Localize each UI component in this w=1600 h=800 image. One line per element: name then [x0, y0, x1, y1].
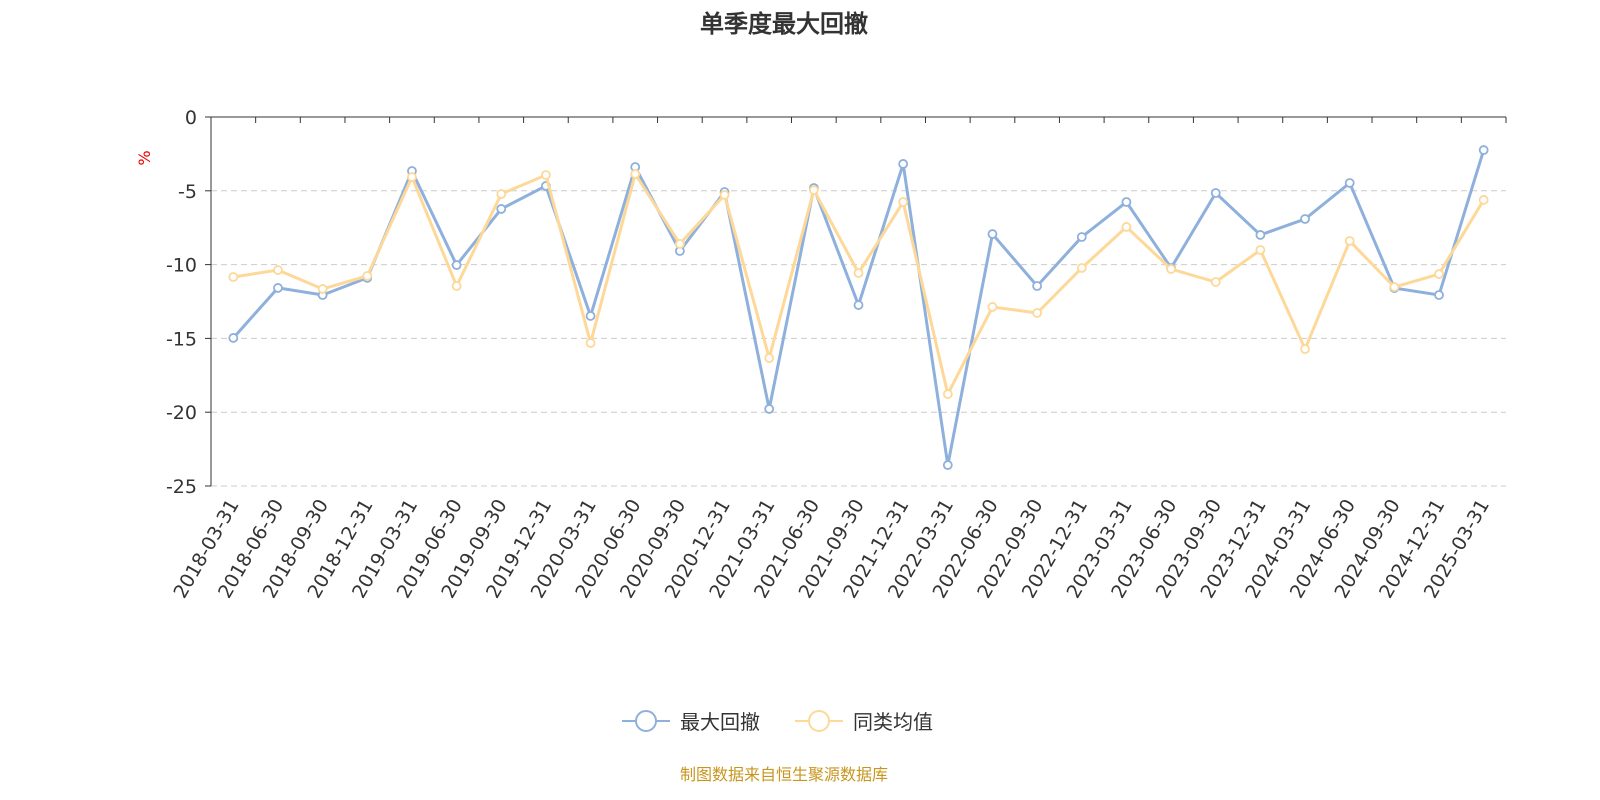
legend-marker-icon [808, 710, 830, 732]
chart-title: 单季度最大回撤 [700, 10, 868, 38]
data-point [1434, 290, 1444, 300]
data-point [1434, 269, 1444, 279]
data-point [1344, 178, 1355, 188]
data-point [1032, 308, 1043, 318]
legend-marker-icon [635, 710, 657, 732]
data-point [674, 239, 685, 249]
data-point [1076, 232, 1087, 242]
data-point [1478, 145, 1489, 155]
data-point [228, 333, 239, 343]
data-point [808, 185, 819, 195]
data-point [942, 389, 953, 399]
data-point [407, 172, 417, 182]
data-point [1389, 282, 1400, 292]
data-point [317, 284, 328, 294]
data-point [541, 170, 551, 180]
data-point [630, 169, 641, 179]
data-point [585, 338, 596, 348]
data-point [1344, 236, 1355, 246]
legend-label: 同类均值 [853, 710, 933, 734]
data-point [853, 268, 864, 278]
series-peer-average [228, 169, 1489, 399]
data-point [1210, 277, 1221, 287]
data-point [1166, 264, 1176, 274]
data-point [987, 302, 998, 312]
data-point [764, 404, 775, 414]
y-tick-label: -15 [166, 328, 197, 350]
data-point [1076, 263, 1087, 273]
data-point [1300, 214, 1310, 224]
y-tick-label: -25 [166, 476, 197, 498]
y-tick-label: 0 [185, 107, 197, 129]
data-point [451, 260, 462, 270]
y-tick-label: -20 [166, 402, 197, 424]
data-point [585, 311, 596, 321]
y-tick-label: -5 [178, 181, 197, 203]
data-point [496, 189, 507, 199]
data-point [1478, 195, 1489, 205]
data-point [1300, 344, 1310, 354]
data-point [1210, 188, 1221, 198]
data-point [1121, 222, 1132, 232]
data-point [987, 229, 998, 239]
data-point [496, 204, 507, 214]
data-point [898, 197, 909, 207]
data-point [362, 271, 373, 281]
data-point [1121, 197, 1132, 207]
data-point [228, 272, 239, 282]
data-point [898, 159, 909, 169]
data-point [942, 460, 953, 470]
y-axis-label: % [135, 150, 154, 165]
series-line [233, 170, 1485, 399]
legend-label: 最大回撤 [680, 710, 760, 734]
data-point [719, 190, 730, 200]
data-point [273, 283, 283, 293]
data-point [1255, 230, 1266, 240]
data-point [1255, 245, 1266, 255]
data-point [451, 281, 462, 291]
data-point [764, 353, 775, 363]
data-point [853, 300, 864, 310]
source-note: 制图数据来自恒生聚源数据库 [680, 765, 888, 784]
data-point [273, 265, 283, 275]
y-tick-label: -10 [166, 255, 197, 277]
data-point [1032, 281, 1043, 291]
